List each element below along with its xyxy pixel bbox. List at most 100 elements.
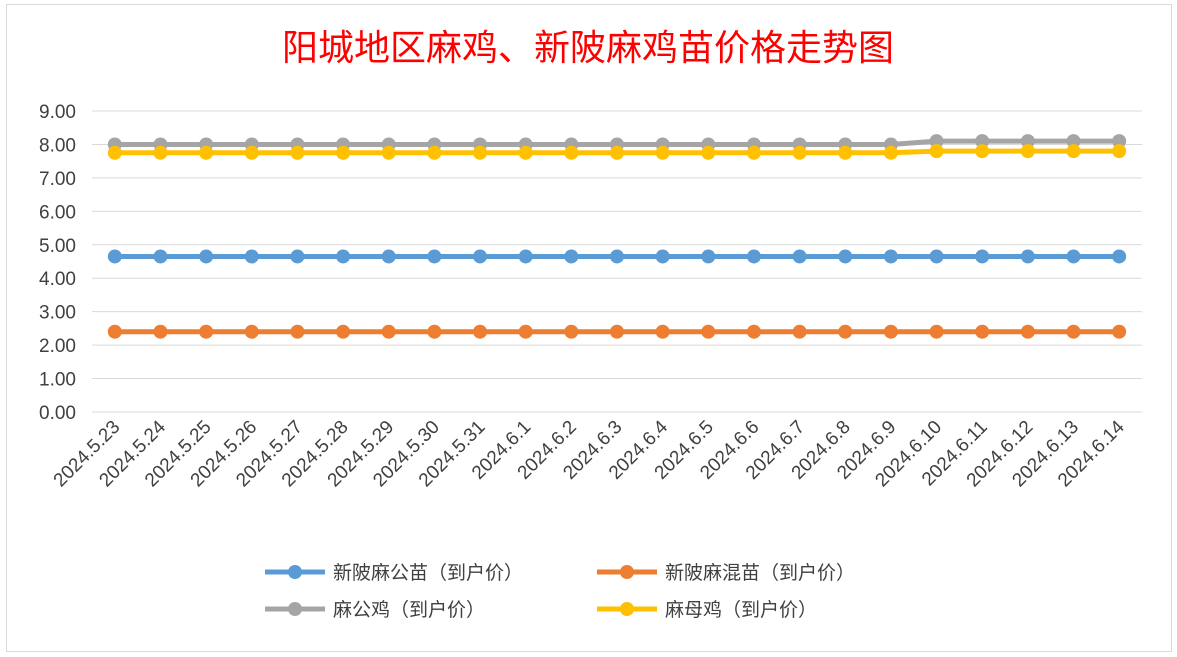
legend-marker [620, 565, 634, 579]
series-4 [107, 144, 1127, 160]
series-lines [107, 134, 1127, 339]
y-axis-ticks: 0.00 1.00 2.00 3.00 4.00 5.00 6.00 7.00 8.00 9.00 [39, 102, 76, 424]
data-point [929, 134, 944, 149]
y-tick-label: 9.00 [39, 102, 76, 123]
data-point [381, 145, 396, 160]
data-point [838, 145, 853, 160]
data-point [1066, 144, 1081, 159]
data-point [655, 324, 670, 339]
data-point [1112, 144, 1127, 159]
y-tick-label: 0.00 [39, 403, 76, 424]
data-point [1020, 249, 1035, 264]
data-point [336, 145, 351, 160]
legend-label: 新陂麻公苗（到户价） [333, 562, 523, 584]
series-2 [107, 324, 1127, 339]
data-point [199, 324, 214, 339]
data-point [107, 249, 122, 264]
data-point [518, 145, 533, 160]
data-point [1112, 249, 1127, 264]
data-point [473, 324, 488, 339]
data-point [199, 249, 214, 264]
data-point [518, 324, 533, 339]
data-point [381, 324, 396, 339]
legend-label: 新陂麻混苗（到户价） [665, 562, 855, 584]
data-point [610, 145, 624, 160]
data-point [107, 145, 122, 160]
legend-item-1: 新陂麻公苗（到户价） [265, 562, 523, 584]
legend-item-4: 麻母鸡（到户价） [597, 599, 817, 621]
legend-item-3: 麻公鸡（到户价） [265, 599, 485, 621]
data-point [838, 249, 853, 264]
y-tick-label: 5.00 [39, 236, 76, 257]
data-point [518, 249, 533, 264]
x-axis-ticks: 2024.5.232024.5.242024.5.252024.5.262024… [50, 416, 1129, 491]
data-point [427, 145, 442, 160]
data-point [199, 145, 214, 160]
data-point [153, 249, 168, 264]
data-point [701, 145, 716, 160]
data-point [107, 324, 122, 339]
data-point [975, 249, 990, 264]
data-point [883, 324, 898, 339]
data-point [153, 145, 168, 160]
data-point [564, 324, 579, 339]
y-tick-label: 2.00 [39, 336, 76, 357]
data-point [427, 324, 442, 339]
data-point [975, 144, 990, 159]
data-point [1066, 324, 1081, 339]
data-point [792, 249, 807, 264]
data-point [883, 145, 898, 160]
y-tick-label: 3.00 [39, 303, 76, 324]
data-point [1020, 324, 1035, 339]
data-point [655, 249, 670, 264]
data-point [1020, 144, 1035, 159]
data-point [1020, 134, 1035, 149]
chart-title: 阳城地区麻鸡、新陂麻鸡苗价格走势图 [282, 28, 894, 69]
data-point [473, 249, 488, 264]
data-point [1066, 134, 1081, 149]
data-point [290, 324, 305, 339]
legend: 新陂麻公苗（到户价） 新陂麻混苗（到户价） 麻公鸡（到户价） 麻母鸡（到户价） [265, 562, 855, 621]
y-tick-label: 6.00 [39, 202, 76, 223]
y-tick-label: 1.00 [39, 370, 76, 391]
legend-marker [288, 602, 302, 616]
data-point [336, 249, 351, 264]
data-point [381, 249, 396, 264]
data-point [610, 324, 624, 339]
data-point [975, 324, 990, 339]
data-point [792, 324, 807, 339]
data-point [427, 249, 442, 264]
data-point [883, 249, 898, 264]
data-point [746, 249, 761, 264]
data-point [290, 145, 305, 160]
data-point [244, 324, 259, 339]
data-point [929, 324, 944, 339]
data-point [701, 324, 716, 339]
series-1 [107, 249, 1127, 264]
data-point [792, 145, 807, 160]
data-point [244, 145, 259, 160]
data-point [838, 324, 853, 339]
data-point [564, 145, 579, 160]
data-point [564, 249, 579, 264]
y-tick-label: 4.00 [39, 269, 76, 290]
data-point [610, 249, 624, 264]
data-point [701, 249, 716, 264]
legend-label: 麻母鸡（到户价） [665, 599, 817, 621]
y-tick-label: 8.00 [39, 135, 76, 156]
data-point [975, 134, 990, 149]
legend-item-2: 新陂麻混苗（到户价） [597, 562, 855, 584]
data-point [1112, 324, 1127, 339]
data-point [1066, 249, 1081, 264]
data-point [473, 145, 488, 160]
data-point [244, 249, 259, 264]
data-point [929, 249, 944, 264]
data-point [746, 145, 761, 160]
legend-marker [620, 602, 634, 616]
legend-marker [288, 565, 302, 579]
data-point [290, 249, 305, 264]
data-point [153, 324, 168, 339]
data-point [1112, 134, 1127, 149]
data-point [929, 144, 944, 159]
